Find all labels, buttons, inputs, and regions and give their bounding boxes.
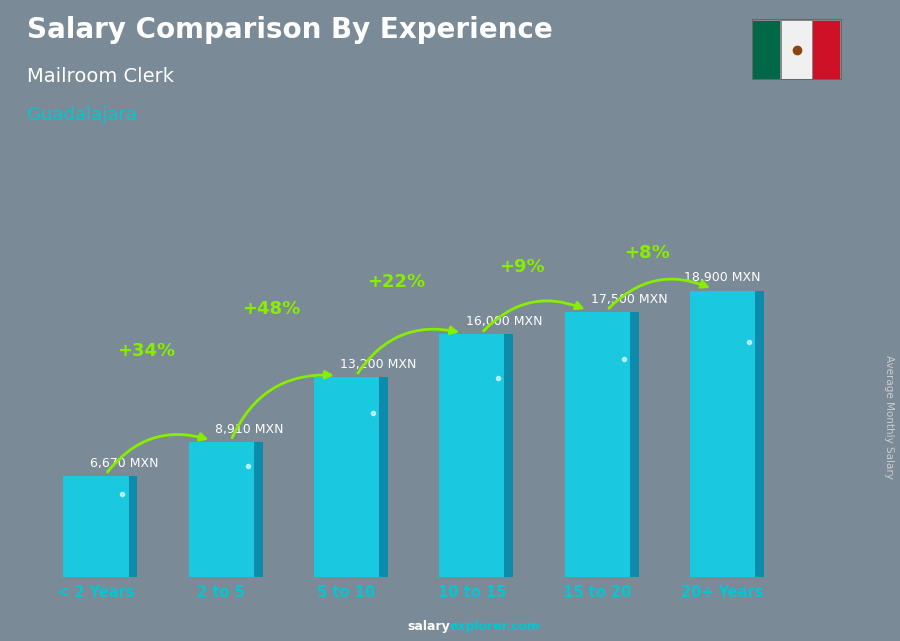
Polygon shape — [63, 476, 129, 577]
Bar — [781, 21, 812, 79]
Text: Guadalajara: Guadalajara — [27, 106, 137, 124]
Bar — [753, 21, 780, 79]
Text: +9%: +9% — [500, 258, 544, 276]
Text: explorer.com: explorer.com — [450, 620, 541, 633]
Text: 16,000 MXN: 16,000 MXN — [465, 315, 542, 328]
Polygon shape — [189, 442, 254, 577]
Polygon shape — [755, 290, 764, 577]
Text: Mailroom Clerk: Mailroom Clerk — [27, 67, 174, 87]
Polygon shape — [439, 335, 505, 577]
Text: 8,910 MXN: 8,910 MXN — [215, 423, 284, 436]
Bar — [813, 21, 840, 79]
Text: Salary Comparison By Experience: Salary Comparison By Experience — [27, 16, 553, 44]
Text: 18,900 MXN: 18,900 MXN — [684, 272, 760, 285]
Polygon shape — [564, 312, 630, 577]
Text: Average Monthly Salary: Average Monthly Salary — [884, 354, 894, 479]
Polygon shape — [630, 312, 638, 577]
Text: +34%: +34% — [117, 342, 176, 360]
Polygon shape — [254, 442, 263, 577]
Text: 13,200 MXN: 13,200 MXN — [340, 358, 417, 371]
Polygon shape — [379, 377, 388, 577]
Polygon shape — [690, 290, 755, 577]
Text: 6,670 MXN: 6,670 MXN — [90, 457, 158, 470]
Polygon shape — [129, 476, 138, 577]
Text: salary: salary — [407, 620, 450, 633]
Text: 17,500 MXN: 17,500 MXN — [591, 293, 668, 306]
Polygon shape — [314, 377, 379, 577]
Text: +8%: +8% — [625, 244, 670, 262]
Text: +48%: +48% — [242, 300, 301, 318]
Text: +22%: +22% — [367, 272, 426, 290]
Polygon shape — [505, 335, 513, 577]
